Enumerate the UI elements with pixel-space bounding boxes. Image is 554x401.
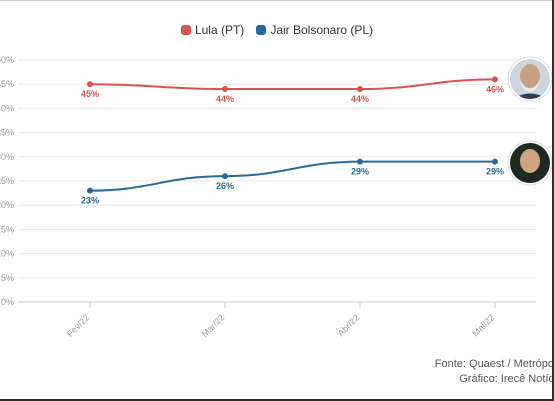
data-label: 29%: [351, 167, 369, 177]
avatar-beard: [520, 80, 540, 92]
y-tick-label: 40%: [0, 103, 14, 113]
legend-swatch: [256, 25, 267, 35]
top-border: [0, 0, 554, 1]
data-label: 23%: [81, 196, 99, 206]
data-point: [492, 76, 498, 83]
data-point: [222, 86, 228, 93]
data-label: 29%: [486, 167, 504, 177]
y-tick-label: 35%: [0, 128, 14, 138]
y-tick-label: 10%: [0, 249, 14, 259]
x-tick-label: Fev/22: [65, 312, 92, 339]
data-point: [492, 158, 498, 165]
x-tick-label: Mar/22: [200, 312, 227, 339]
y-tick-label: 5%: [1, 273, 14, 283]
avatar-shirt: [510, 93, 550, 99]
chart-legend: Lula (PT) Jair Bolsonaro (PL): [0, 21, 554, 39]
series-line: [89, 78, 496, 91]
legend-item[interactable]: Lula (PT): [180, 23, 245, 37]
avatar-hair: [519, 150, 541, 157]
y-tick-label: 25%: [0, 176, 14, 186]
y-tick-label: 50%: [0, 55, 14, 65]
chart-credit: Gráfico: Irecê Notíc: [459, 373, 554, 385]
data-point: [222, 173, 228, 180]
y-tick-label: 20%: [0, 200, 14, 210]
source-credit: Fonte: Quaest / Metrópo: [434, 358, 554, 370]
data-label: 46%: [486, 84, 504, 94]
data-label: 44%: [216, 94, 234, 104]
data-point: [357, 158, 363, 165]
x-tick-label: Abr/22: [336, 312, 362, 338]
legend-label: Jair Bolsonaro (PL): [270, 23, 374, 37]
data-label: 44%: [351, 94, 369, 104]
right-border: [552, 0, 554, 401]
lula-photo: [507, 56, 553, 102]
avatar-suit: [510, 177, 550, 183]
avatar-hair: [519, 64, 541, 72]
legend-swatch: [180, 25, 191, 35]
data-point: [87, 187, 93, 194]
avatar-face: [520, 64, 540, 88]
series-line: [89, 160, 495, 192]
legend-item[interactable]: Jair Bolsonaro (PL): [256, 23, 373, 37]
avatar-image: [510, 143, 550, 183]
data-label: 26%: [216, 181, 234, 191]
avatar-image: [510, 59, 550, 99]
x-tick-label: Mai/22: [470, 312, 496, 338]
bottom-border: [0, 399, 554, 401]
y-tick-label: 0%: [1, 297, 14, 307]
y-tick-label: 45%: [0, 79, 14, 89]
y-tick-label: 15%: [0, 224, 14, 234]
data-label: 45%: [81, 89, 99, 99]
legend-label: Lula (PT): [194, 23, 245, 37]
data-point: [87, 81, 93, 88]
data-point: [357, 86, 363, 93]
avatar-face: [520, 149, 540, 173]
y-tick-label: 30%: [0, 152, 14, 162]
bolsonaro-photo: [507, 140, 553, 186]
